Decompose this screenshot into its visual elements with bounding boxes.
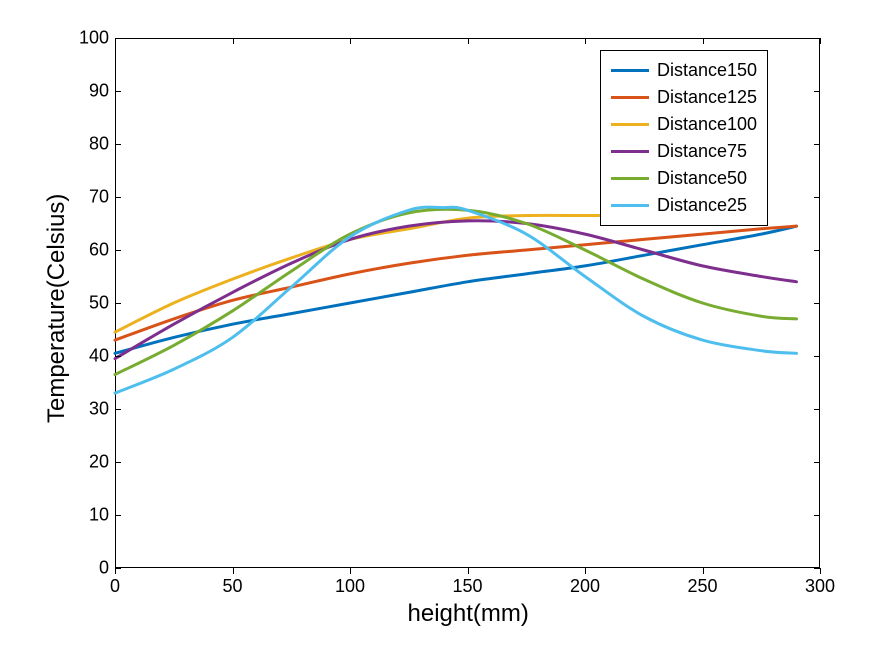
x-tick (585, 38, 586, 44)
y-tick (814, 91, 820, 92)
legend-label: Distance150 (657, 60, 757, 81)
x-tick (820, 568, 821, 574)
y-tick (814, 568, 820, 569)
x-tick (703, 568, 704, 574)
y-tick (115, 462, 121, 463)
x-tick-label: 300 (805, 576, 835, 597)
x-tick-label: 200 (570, 576, 600, 597)
y-tick (814, 303, 820, 304)
legend: Distance150 Distance125 Distance100 Distanc… (600, 50, 768, 226)
legend-label: Distance75 (657, 141, 747, 162)
legend-swatch (611, 69, 649, 72)
legend-swatch (611, 150, 649, 153)
x-tick-label: 250 (687, 576, 717, 597)
legend-swatch (611, 96, 649, 99)
legend-swatch (611, 204, 649, 207)
y-tick-label: 80 (75, 134, 109, 155)
y-tick-label: 20 (75, 452, 109, 473)
x-tick-label: 0 (110, 576, 120, 597)
y-tick-label: 50 (75, 293, 109, 314)
legend-item: Distance125 (611, 84, 757, 111)
y-tick (814, 144, 820, 145)
y-tick (814, 515, 820, 516)
x-tick (468, 568, 469, 574)
y-tick (115, 144, 121, 145)
y-tick (115, 303, 121, 304)
y-tick-label: 70 (75, 187, 109, 208)
legend-label: Distance125 (657, 87, 757, 108)
legend-item: Distance50 (611, 165, 757, 192)
y-tick (814, 38, 820, 39)
series-line (115, 226, 797, 353)
y-tick (115, 38, 121, 39)
legend-label: Distance50 (657, 168, 747, 189)
legend-label: Distance100 (657, 114, 757, 135)
y-tick-label: 40 (75, 346, 109, 367)
y-tick (814, 356, 820, 357)
y-tick (814, 409, 820, 410)
x-tick (350, 38, 351, 44)
y-tick (814, 250, 820, 251)
y-tick (115, 197, 121, 198)
y-tick (814, 462, 820, 463)
x-tick (468, 38, 469, 44)
y-tick (115, 91, 121, 92)
y-tick-label: 60 (75, 240, 109, 261)
y-tick (115, 356, 121, 357)
x-tick (585, 568, 586, 574)
y-tick-label: 10 (75, 505, 109, 526)
x-tick (233, 38, 234, 44)
y-tick-label: 90 (75, 81, 109, 102)
legend-swatch (611, 177, 649, 180)
legend-swatch (611, 123, 649, 126)
x-tick (820, 38, 821, 44)
y-tick (115, 250, 121, 251)
x-tick-label: 100 (335, 576, 365, 597)
temperature-chart: Temperature(Celsius) height(mm) Distance… (0, 0, 875, 656)
y-tick-label: 100 (75, 28, 109, 49)
y-tick-label: 30 (75, 399, 109, 420)
legend-item: Distance75 (611, 138, 757, 165)
legend-item: Distance25 (611, 192, 757, 219)
legend-item: Distance150 (611, 57, 757, 84)
legend-item: Distance100 (611, 111, 757, 138)
y-tick-label: 0 (75, 558, 109, 579)
y-tick (814, 197, 820, 198)
y-tick (115, 515, 121, 516)
x-tick (233, 568, 234, 574)
x-axis-label: height(mm) (408, 600, 529, 628)
x-tick-label: 50 (222, 576, 242, 597)
x-tick (350, 568, 351, 574)
y-tick (115, 568, 121, 569)
x-tick-label: 150 (452, 576, 482, 597)
y-axis-label: Temperature(Celsius) (43, 194, 71, 423)
x-tick (703, 38, 704, 44)
legend-label: Distance25 (657, 195, 747, 216)
y-tick (115, 409, 121, 410)
